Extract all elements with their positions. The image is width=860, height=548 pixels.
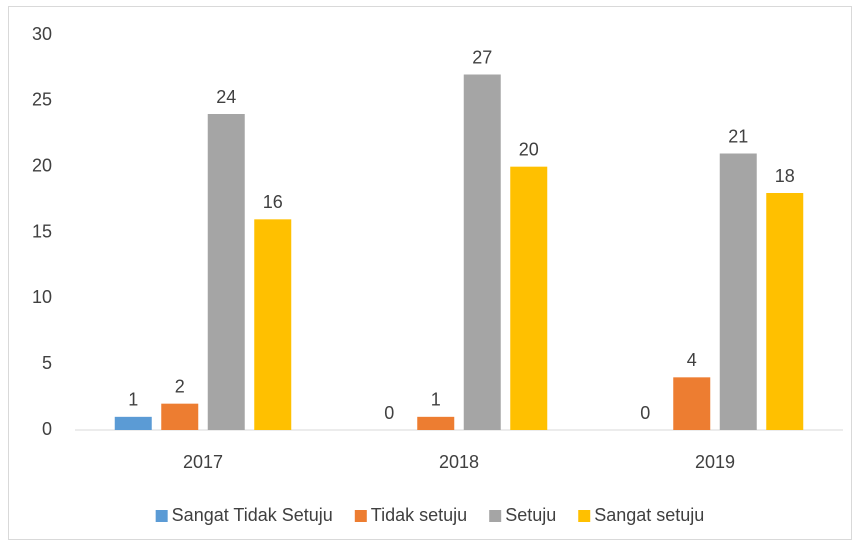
bar — [161, 403, 199, 430]
data-label: 0 — [640, 403, 650, 423]
bar — [114, 416, 152, 430]
y-tick-label: 5 — [42, 353, 52, 373]
y-tick-label: 0 — [42, 419, 52, 439]
y-tick-label: 25 — [32, 90, 52, 110]
data-label: 1 — [431, 390, 441, 410]
bar — [766, 193, 804, 430]
bar — [510, 166, 548, 430]
x-tick-label: 2018 — [439, 452, 479, 472]
legend-label: Sangat setuju — [594, 505, 704, 525]
data-label: 21 — [728, 126, 748, 146]
legend-swatch — [155, 510, 168, 522]
data-label: 27 — [472, 47, 492, 67]
data-label: 18 — [775, 166, 795, 186]
legend-swatch — [354, 510, 367, 522]
data-label: 24 — [216, 87, 236, 107]
bar — [207, 114, 245, 430]
bar — [719, 153, 757, 430]
data-label: 0 — [384, 403, 394, 423]
legend-label: Sangat Tidak Setuju — [172, 505, 333, 525]
legend-swatch — [489, 510, 502, 522]
y-tick-label: 10 — [32, 287, 52, 307]
legend-label: Setuju — [505, 505, 556, 525]
data-label: 1 — [128, 390, 138, 410]
y-tick-label: 20 — [32, 155, 52, 175]
data-label: 20 — [519, 139, 539, 159]
data-label: 16 — [263, 192, 283, 212]
bar — [417, 416, 455, 430]
x-tick-label: 2017 — [183, 452, 223, 472]
bar — [254, 219, 292, 430]
legend-label: Tidak setuju — [371, 505, 467, 525]
bar — [463, 74, 501, 430]
bar — [673, 377, 711, 430]
data-label: 2 — [175, 376, 185, 396]
chart-border — [8, 6, 852, 540]
y-tick-label: 30 — [32, 24, 52, 44]
data-label: 4 — [687, 350, 697, 370]
y-tick-label: 15 — [32, 221, 52, 241]
x-tick-label: 2019 — [695, 452, 735, 472]
legend-swatch — [578, 510, 591, 522]
